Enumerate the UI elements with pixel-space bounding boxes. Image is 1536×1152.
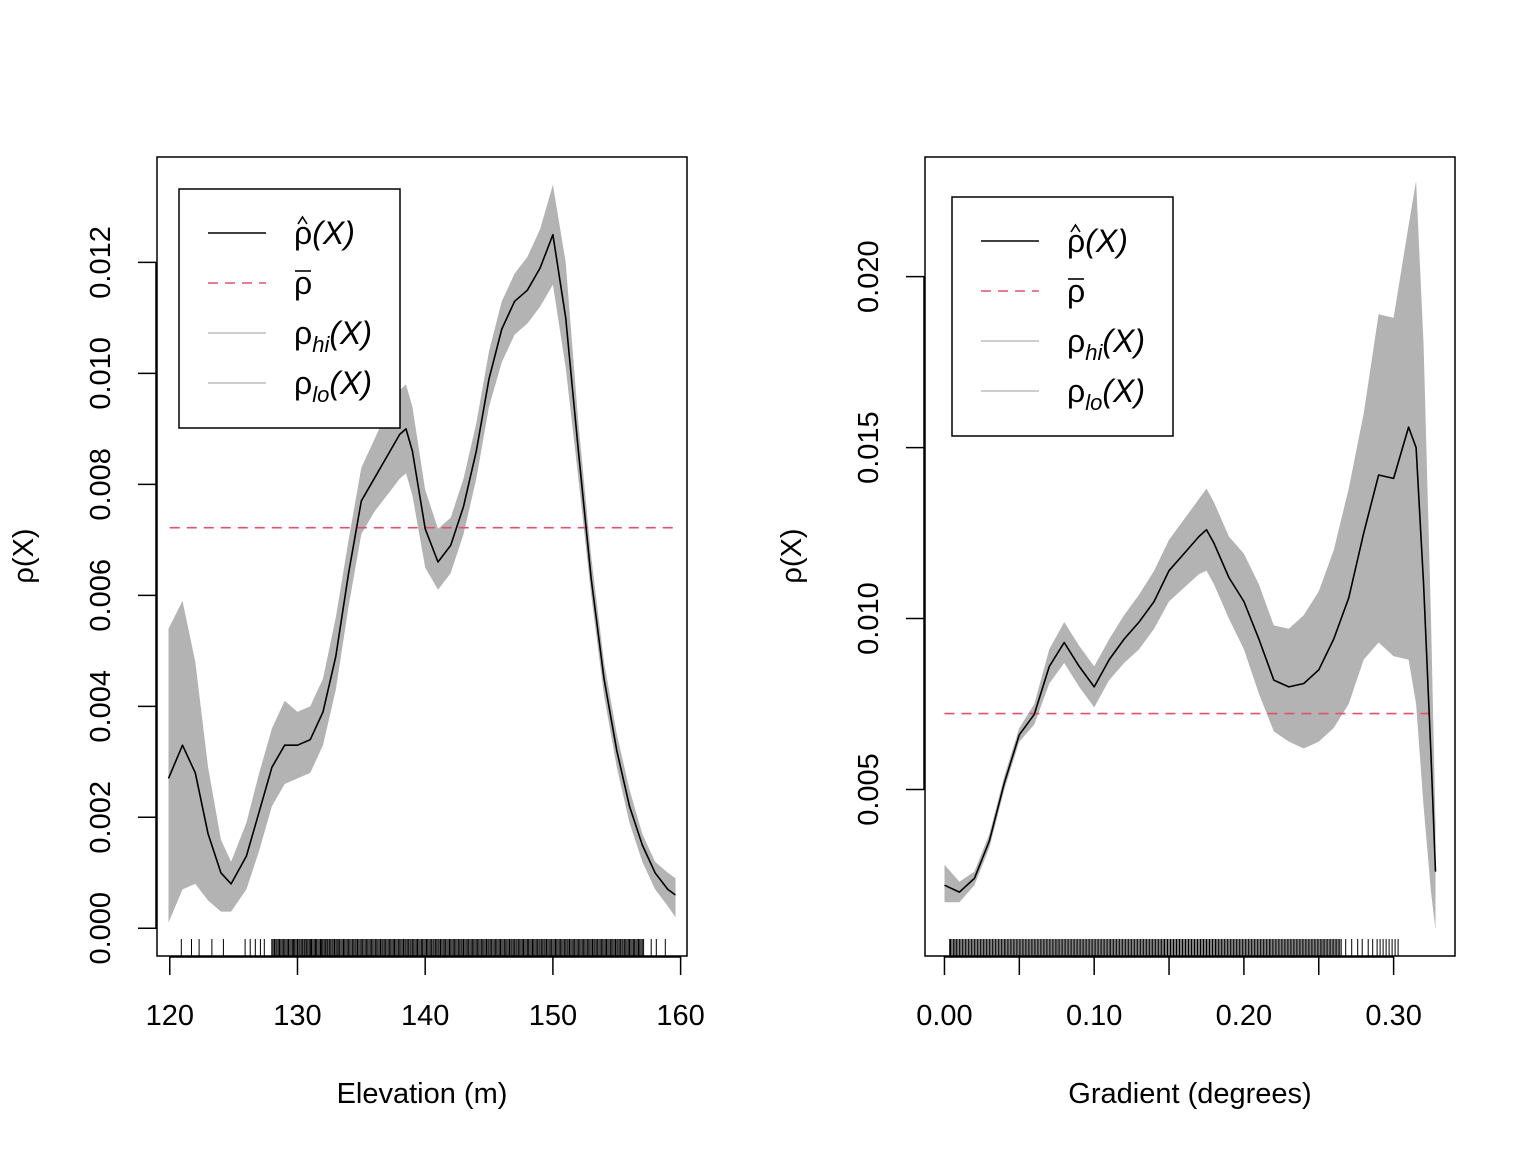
legend: ρ(X) ρ ρhi(X) ρlo(X) [951, 196, 1174, 437]
x-tick-label: 0.00 [916, 1000, 972, 1032]
confidence-band [944, 180, 1436, 930]
confidence-band-area [168, 184, 676, 923]
y-tick-label: 0.010 [853, 582, 885, 655]
legend-label: ρlo(X) [294, 365, 372, 407]
x-axis: 120 130 140 150 160 [146, 956, 705, 1032]
gradient-panel: 0.00 0.10 0.20 0.30 0.005 0.010 0.015 0.020 Gr… [776, 156, 1456, 1110]
plot-frame [924, 156, 1456, 957]
legend-box [178, 188, 401, 429]
y-tick-label: 0.008 [85, 448, 117, 521]
legend-label: ρ [1067, 273, 1085, 309]
rug-ticks [180, 939, 666, 956]
y-tick-label: 0.004 [85, 670, 117, 743]
legend-label: ρ(X) [1067, 223, 1128, 259]
y-tick-label: 0.012 [85, 226, 117, 299]
y-tick-label: 0.006 [85, 559, 117, 632]
y-axis: 0.000 0.002 0.004 0.006 0.008 0.010 0.012 [85, 226, 157, 965]
y-tick-label: 0.000 [85, 892, 117, 965]
plot-frame [156, 156, 688, 957]
legend-label: ρ(X) [294, 215, 355, 251]
x-axis-label: Elevation (m) [337, 1078, 508, 1110]
legend: ρ(X) ρ ρhi(X) ρlo(X) [178, 188, 401, 429]
x-tick-label: 120 [146, 1000, 194, 1032]
rug-ticks [949, 939, 1399, 956]
x-axis: 0.00 0.10 0.20 0.30 [916, 956, 1422, 1032]
elevation-panel: 120 130 140 150 160 0.0000.0020.0040.0060.00… [8, 156, 705, 1110]
y-tick-label: 0.020 [853, 240, 885, 313]
y-tick-label: 0.015 [853, 411, 885, 484]
hat-accent [1070, 223, 1081, 233]
rho-hat-line [167, 233, 676, 896]
y-tick-label: 0.005 [853, 753, 885, 826]
x-tick-label: 0.30 [1365, 1000, 1421, 1032]
legend-label: ρlo(X) [1067, 373, 1145, 415]
estimate-line [167, 233, 676, 896]
legend-label: ρ [294, 265, 312, 301]
confidence-band [168, 184, 676, 923]
confidence-band-area [944, 180, 1436, 930]
x-tick-label: 140 [401, 1000, 449, 1032]
rho-hat-line [944, 426, 1437, 893]
legend-label: ρhi(X) [1067, 323, 1145, 365]
x-tick-label: 130 [273, 1000, 321, 1032]
x-tick-label: 150 [529, 1000, 577, 1032]
estimate-line [944, 426, 1437, 893]
y-axis-label: ρ(X) [8, 528, 40, 583]
x-tick-label: 0.20 [1216, 1000, 1272, 1032]
legend-box [951, 196, 1174, 437]
x-tick-label: 160 [656, 1000, 704, 1032]
hat-accent [297, 215, 308, 225]
y-axis: 0.005 0.010 0.015 0.020 [853, 240, 925, 826]
y-tick-label: 0.010 [85, 337, 117, 410]
legend-label: ρhi(X) [294, 315, 372, 357]
x-axis-label: Gradient (degrees) [1068, 1078, 1311, 1110]
y-tick-label: 0.002 [85, 781, 117, 854]
x-tick-label: 0.10 [1066, 1000, 1122, 1032]
y-axis-label: ρ(X) [776, 528, 808, 583]
